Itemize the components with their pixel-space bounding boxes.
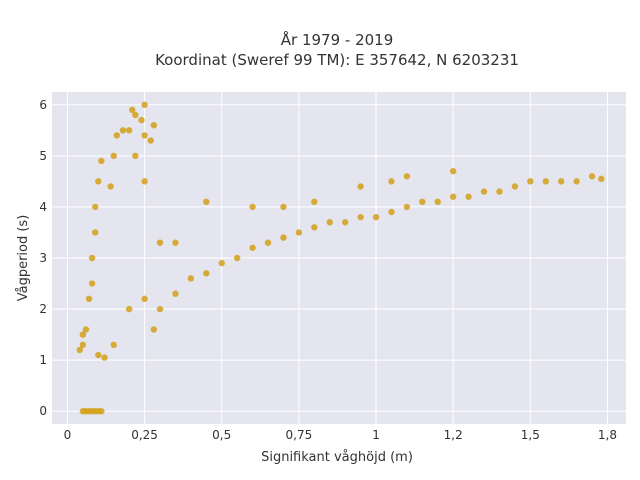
data-point-0-40 [203, 270, 210, 277]
y-tick-label-0: 0 [39, 404, 47, 418]
data-point-0-55 [434, 198, 441, 206]
data-point-0-37 [156, 305, 164, 313]
y-axis-title: Vågperiod (s) [16, 215, 31, 302]
data-point-0-16 [95, 178, 102, 185]
data-point-0-44 [264, 239, 272, 246]
data-point-0-61 [527, 178, 534, 185]
data-point-0-7 [76, 346, 83, 354]
data-point-0-73 [449, 167, 457, 175]
data-point-0-49 [341, 219, 349, 226]
data-point-0-62 [542, 178, 549, 185]
data-point-0-21 [107, 183, 114, 190]
data-point-0-45 [280, 234, 287, 241]
data-point-0-47 [311, 224, 318, 231]
x-axis-title: Signifikant våghöjd (m) [261, 450, 413, 465]
data-point-0-13 [88, 254, 96, 262]
data-point-0-19 [101, 354, 108, 361]
data-point-0-18 [95, 351, 102, 359]
x-tick-label-3: 0,75 [286, 428, 313, 442]
chart-title-coordinates: Koordinat (Sweref 99 TM): E 357642, N 62… [155, 51, 519, 69]
y-tick-labels: 0 1 2 3 4 5 6 [39, 98, 47, 418]
x-tick-label-1: 0,25 [131, 428, 158, 442]
data-point-0-50 [357, 213, 364, 221]
data-point-0-52 [388, 208, 395, 216]
data-point-0-77 [150, 326, 158, 333]
y-tick-label-4: 4 [39, 200, 47, 214]
data-point-0-6 [98, 408, 105, 415]
data-point-0-22 [110, 152, 117, 160]
data-point-0-30 [141, 132, 148, 139]
data-point-0-23 [113, 132, 121, 139]
data-point-0-57 [465, 193, 472, 200]
x-tick-label-5: 1,2 [444, 428, 463, 442]
data-point-0-66 [598, 175, 605, 183]
data-point-0-54 [419, 198, 426, 206]
data-point-0-70 [357, 183, 364, 190]
data-point-0-8 [79, 341, 87, 349]
data-point-0-68 [280, 203, 287, 211]
data-point-0-32 [150, 122, 158, 129]
data-point-0-17 [98, 157, 105, 165]
data-point-0-63 [557, 178, 565, 185]
data-point-0-65 [588, 173, 596, 180]
data-point-0-60 [511, 183, 519, 190]
chart-title-year-range: År 1979 - 2019 [281, 30, 394, 49]
data-point-0-11 [85, 295, 93, 303]
data-point-0-36 [141, 295, 148, 303]
data-point-0-56 [449, 193, 457, 200]
data-point-0-39 [187, 275, 195, 282]
y-tick-label-1: 1 [39, 353, 47, 367]
data-point-0-38 [172, 290, 179, 297]
data-point-0-12 [88, 280, 96, 287]
data-point-0-25 [125, 127, 133, 134]
y-tick-label-5: 5 [39, 149, 47, 163]
data-point-0-24 [119, 127, 127, 134]
data-point-0-33 [132, 152, 139, 160]
data-point-0-34 [141, 178, 148, 185]
data-point-0-76 [172, 239, 179, 246]
data-point-0-27 [132, 111, 139, 119]
data-point-0-46 [295, 229, 303, 236]
x-tick-label-6: 1,5 [521, 428, 540, 442]
data-point-0-75 [156, 239, 164, 246]
data-point-0-10 [82, 326, 90, 333]
y-tick-label-2: 2 [39, 302, 47, 316]
data-point-0-51 [372, 213, 380, 221]
data-point-0-72 [403, 173, 411, 180]
data-point-0-71 [388, 178, 395, 185]
data-point-0-69 [311, 198, 318, 206]
data-point-0-29 [141, 101, 148, 108]
data-point-0-59 [496, 188, 503, 195]
data-point-0-20 [110, 341, 117, 349]
data-point-0-35 [125, 305, 133, 313]
data-point-0-41 [218, 259, 225, 267]
data-point-0-48 [326, 219, 333, 226]
points-layer [76, 101, 605, 415]
data-point-0-9 [79, 331, 87, 338]
y-tick-label-6: 6 [39, 98, 47, 112]
data-point-0-14 [92, 229, 99, 236]
data-point-0-31 [147, 137, 154, 144]
x-tick-labels: 0 0,25 0,5 0,75 1 1,2 1,5 1,8 [64, 428, 617, 442]
data-point-0-67 [249, 203, 256, 211]
grid-layer [52, 92, 626, 424]
x-tick-label-0: 0 [64, 428, 72, 442]
x-tick-label-7: 1,8 [598, 428, 617, 442]
data-point-0-28 [138, 116, 145, 124]
data-point-0-26 [129, 106, 136, 114]
y-tick-label-3: 3 [39, 251, 47, 265]
data-point-0-53 [403, 203, 411, 211]
data-point-0-74 [203, 198, 210, 206]
data-point-0-58 [480, 188, 488, 195]
data-point-0-64 [573, 178, 580, 185]
data-point-0-42 [233, 254, 241, 262]
data-point-0-15 [92, 203, 99, 211]
data-point-0-43 [249, 244, 256, 251]
x-tick-label-2: 0,5 [212, 428, 231, 442]
x-tick-label-4: 1 [372, 428, 380, 442]
